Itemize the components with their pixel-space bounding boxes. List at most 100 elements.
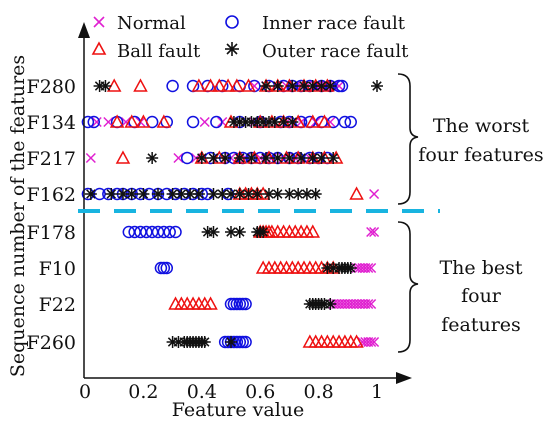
data-point xyxy=(324,298,337,310)
data-point xyxy=(136,114,151,128)
data-point xyxy=(369,336,380,348)
data-point xyxy=(363,262,374,274)
data-point xyxy=(85,152,96,164)
data-point xyxy=(99,80,112,92)
data-point xyxy=(239,297,252,311)
x-tick-label: 0.8 xyxy=(303,381,333,403)
worst-group-label-line1: The worst xyxy=(433,115,530,137)
x-tick-label: 0.6 xyxy=(245,381,275,403)
legend-marker-normal xyxy=(93,16,105,28)
data-point xyxy=(249,80,260,92)
legend-marker-ball xyxy=(91,41,107,55)
data-point xyxy=(186,115,200,129)
data-point xyxy=(338,115,352,129)
x-tick-label: 0.4 xyxy=(187,381,217,403)
y-tick-label: F260 xyxy=(27,332,76,354)
data-point xyxy=(277,116,290,128)
data-point xyxy=(366,298,377,310)
data-point xyxy=(309,188,322,200)
data-point xyxy=(191,78,207,92)
data-point xyxy=(207,226,220,238)
x-tick-label: 0.2 xyxy=(128,381,158,403)
y-tick-label: F217 xyxy=(27,148,76,170)
legend-label-ball: Ball fault xyxy=(117,41,201,62)
data-point xyxy=(295,152,308,164)
y-tick-label: F178 xyxy=(27,222,76,244)
data-point xyxy=(369,188,380,200)
data-point xyxy=(283,152,296,164)
data-point xyxy=(271,80,284,92)
data-point xyxy=(366,262,377,274)
data-point xyxy=(317,114,332,128)
data-point xyxy=(87,115,101,129)
data-point xyxy=(220,78,236,92)
data-point xyxy=(192,188,205,200)
y-tick-label: F22 xyxy=(39,294,76,316)
data-point xyxy=(366,336,377,348)
data-point xyxy=(349,186,364,200)
data-point xyxy=(271,188,284,200)
data-point xyxy=(324,80,337,92)
data-point xyxy=(325,116,336,128)
data-point xyxy=(115,150,131,164)
data-point xyxy=(251,188,264,200)
y-axis-label: Sequence number of the features xyxy=(7,55,29,377)
data-point xyxy=(195,152,208,164)
data-point xyxy=(344,115,357,129)
data-point xyxy=(366,226,377,238)
data-point xyxy=(335,79,349,93)
data-point xyxy=(229,78,245,92)
data-point xyxy=(163,225,176,239)
y-tick-label: F10 xyxy=(39,258,76,280)
data-point xyxy=(152,188,164,200)
data-point xyxy=(109,114,125,128)
y-tick-label: F134 xyxy=(27,112,76,134)
data-point xyxy=(334,80,345,92)
data-point xyxy=(81,115,95,129)
x-tick-label: 0 xyxy=(79,381,91,403)
data-point xyxy=(199,116,210,128)
data-point xyxy=(305,114,321,128)
data-point xyxy=(212,78,227,92)
data-point xyxy=(160,261,174,275)
data-point xyxy=(124,114,139,128)
data-point xyxy=(116,188,129,200)
data-point xyxy=(225,336,237,348)
data-point xyxy=(203,78,218,92)
x-axis-label: Feature value xyxy=(172,399,305,421)
best-group-brace xyxy=(397,221,419,353)
data-point xyxy=(203,296,218,310)
data-point xyxy=(327,152,340,164)
legend-label-outer: Outer race fault xyxy=(262,41,409,62)
data-point xyxy=(210,115,223,129)
data-point xyxy=(371,80,383,92)
data-point xyxy=(349,334,364,348)
data-point xyxy=(241,78,256,92)
best-group-label-line1: The best xyxy=(440,257,523,279)
x-tick-label: 1 xyxy=(371,381,383,403)
data-point xyxy=(133,78,148,92)
data-point xyxy=(219,152,232,164)
data-point xyxy=(363,298,374,310)
data-point xyxy=(169,225,182,239)
best-group-label-line2: four xyxy=(461,285,502,307)
scatter-marks xyxy=(81,78,383,349)
data-point xyxy=(286,80,299,92)
data-point xyxy=(271,152,284,164)
x-tick-labels: 0 0.2 0.4 0.6 0.8 1 xyxy=(79,381,383,403)
y-tick-label: F280 xyxy=(27,76,76,98)
legend-label-inner: Inner race fault xyxy=(262,13,406,34)
data-point xyxy=(257,226,270,238)
y-axis-arrow-icon xyxy=(78,22,90,38)
best-group-label-line3: features xyxy=(441,314,521,336)
data-point xyxy=(207,152,220,164)
data-point xyxy=(344,262,357,274)
legend-marker-inner xyxy=(225,15,239,29)
data-point xyxy=(260,152,273,164)
data-point xyxy=(315,152,328,164)
data-point xyxy=(216,188,229,200)
y-tick-labels: F280 F134 F217 F162 F178 F10 F22 F260 xyxy=(27,76,76,354)
data-point xyxy=(146,152,159,164)
data-point xyxy=(198,336,211,348)
